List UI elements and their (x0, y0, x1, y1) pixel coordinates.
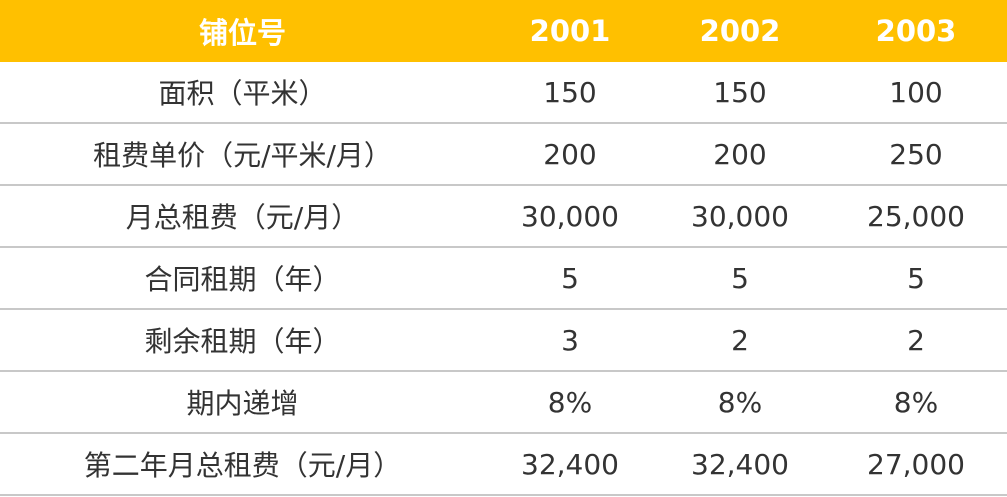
cell: 32,400 (485, 433, 655, 496)
header-cell: 2003 (825, 0, 1007, 62)
table-row: 月总租费（元/月） 30,000 30,000 25,000 (0, 185, 1007, 248)
cell: 150 (655, 62, 825, 124)
header-row: 铺位号 2001 2002 2003 (0, 0, 1007, 62)
table-row: 租费单价（元/平米/月） 200 200 250 (0, 123, 1007, 186)
cell: 5 (825, 247, 1007, 310)
header-cell: 铺位号 (0, 0, 485, 62)
table-row: 合同租期（年） 5 5 5 (0, 247, 1007, 310)
header-cell: 2002 (655, 0, 825, 62)
table-body: 面积（平米） 150 150 100 租费单价（元/平米/月） 200 200 250 月总租费… (0, 62, 1007, 496)
row-label: 剩余租期（年） (0, 309, 485, 372)
cell: 8% (485, 371, 655, 434)
cell: 30,000 (655, 185, 825, 248)
cell: 5 (655, 247, 825, 310)
cell: 8% (825, 371, 1007, 434)
cell: 5 (485, 247, 655, 310)
cell: 30,000 (485, 185, 655, 248)
cell: 2 (655, 309, 825, 372)
cell: 250 (825, 123, 1007, 186)
row-label: 合同租期（年） (0, 247, 485, 310)
cell: 100 (825, 62, 1007, 124)
table-row: 期内递增 8% 8% 8% (0, 371, 1007, 434)
row-label: 月总租费（元/月） (0, 185, 485, 248)
cell: 32,400 (655, 433, 825, 496)
cell: 150 (485, 62, 655, 124)
cell: 8% (655, 371, 825, 434)
table-row: 第二年月总租费（元/月） 32,400 32,400 27,000 (0, 433, 1007, 496)
row-label: 租费单价（元/平米/月） (0, 123, 485, 186)
cell: 200 (485, 123, 655, 186)
header-cell: 2001 (485, 0, 655, 62)
cell: 200 (655, 123, 825, 186)
row-label: 面积（平米） (0, 62, 485, 124)
cell: 3 (485, 309, 655, 372)
table-row: 剩余租期（年） 3 2 2 (0, 309, 1007, 372)
cell: 2 (825, 309, 1007, 372)
row-label: 期内递增 (0, 371, 485, 434)
cell: 25,000 (825, 185, 1007, 248)
cell: 27,000 (825, 433, 1007, 496)
table-row: 面积（平米） 150 150 100 (0, 62, 1007, 124)
row-label: 第二年月总租费（元/月） (0, 433, 485, 496)
